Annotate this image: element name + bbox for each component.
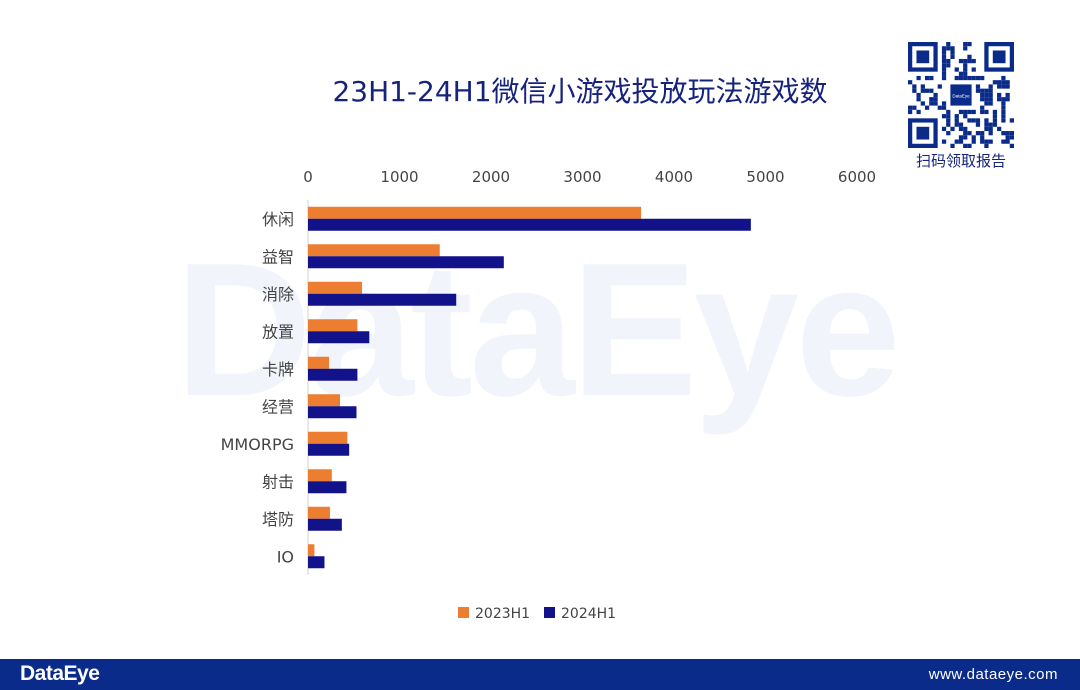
legend-swatch-2024H1 <box>544 607 555 618</box>
bar-2024H1 <box>308 256 504 269</box>
bar-2023H1 <box>308 394 341 407</box>
x-tick-label: 1000 <box>380 168 418 186</box>
category-label: 放置 <box>262 322 294 341</box>
bar-2024H1 <box>308 368 358 381</box>
qr-caption: 扫码领取报告 <box>915 152 1006 170</box>
qr-logo-text: DataEye <box>952 94 970 99</box>
category-label: IO <box>277 547 294 566</box>
x-tick-label: 5000 <box>746 168 784 186</box>
category-label: 射击 <box>262 472 294 491</box>
watermark: DataEye <box>175 224 901 436</box>
bar-2024H1 <box>308 556 325 569</box>
x-tick-label: 0 <box>303 168 313 186</box>
legend-label: 2024H1 <box>561 606 616 622</box>
bar-2024H1 <box>308 406 357 419</box>
qr-code-image: DataEye <box>908 42 1014 148</box>
footer-brand-logo: DataEye <box>20 662 100 685</box>
category-label: 卡牌 <box>262 360 294 379</box>
bar-2024H1 <box>308 331 370 344</box>
category-label: 塔防 <box>262 510 294 529</box>
bar-2023H1 <box>308 281 362 294</box>
bar-2023H1 <box>308 206 642 219</box>
bar-2023H1 <box>308 356 330 369</box>
category-label: MMORPG <box>221 435 294 454</box>
x-tick-label: 2000 <box>472 168 510 186</box>
category-label: 消除 <box>262 285 294 304</box>
qr-code[interactable]: DataEye <box>908 42 1014 148</box>
bar-2023H1 <box>308 319 358 332</box>
x-tick-label: 3000 <box>563 168 601 186</box>
category-label: 经营 <box>262 397 294 416</box>
bar-2023H1 <box>308 244 440 257</box>
legend-swatch-2023H1 <box>458 607 469 618</box>
footer-bar: DataEye www.dataeye.com <box>0 659 1080 690</box>
legend-label: 2023H1 <box>475 606 530 622</box>
bar-2024H1 <box>308 218 751 231</box>
bar-2023H1 <box>308 431 348 444</box>
bar-2024H1 <box>308 443 350 456</box>
x-tick-label: 6000 <box>838 168 876 186</box>
category-label: 益智 <box>262 247 294 266</box>
bar-2023H1 <box>308 469 332 482</box>
footer-url[interactable]: www.dataeye.com <box>928 666 1058 683</box>
bar-2023H1 <box>308 506 330 519</box>
x-tick-label: 4000 <box>655 168 693 186</box>
bar-2024H1 <box>308 293 457 306</box>
chart-title: 23H1-24H1微信小游戏投放玩法游戏数 <box>332 75 828 108</box>
category-label: 休闲 <box>262 210 294 229</box>
bar-2023H1 <box>308 544 315 557</box>
bar-2024H1 <box>308 518 342 531</box>
bar-2024H1 <box>308 481 347 494</box>
